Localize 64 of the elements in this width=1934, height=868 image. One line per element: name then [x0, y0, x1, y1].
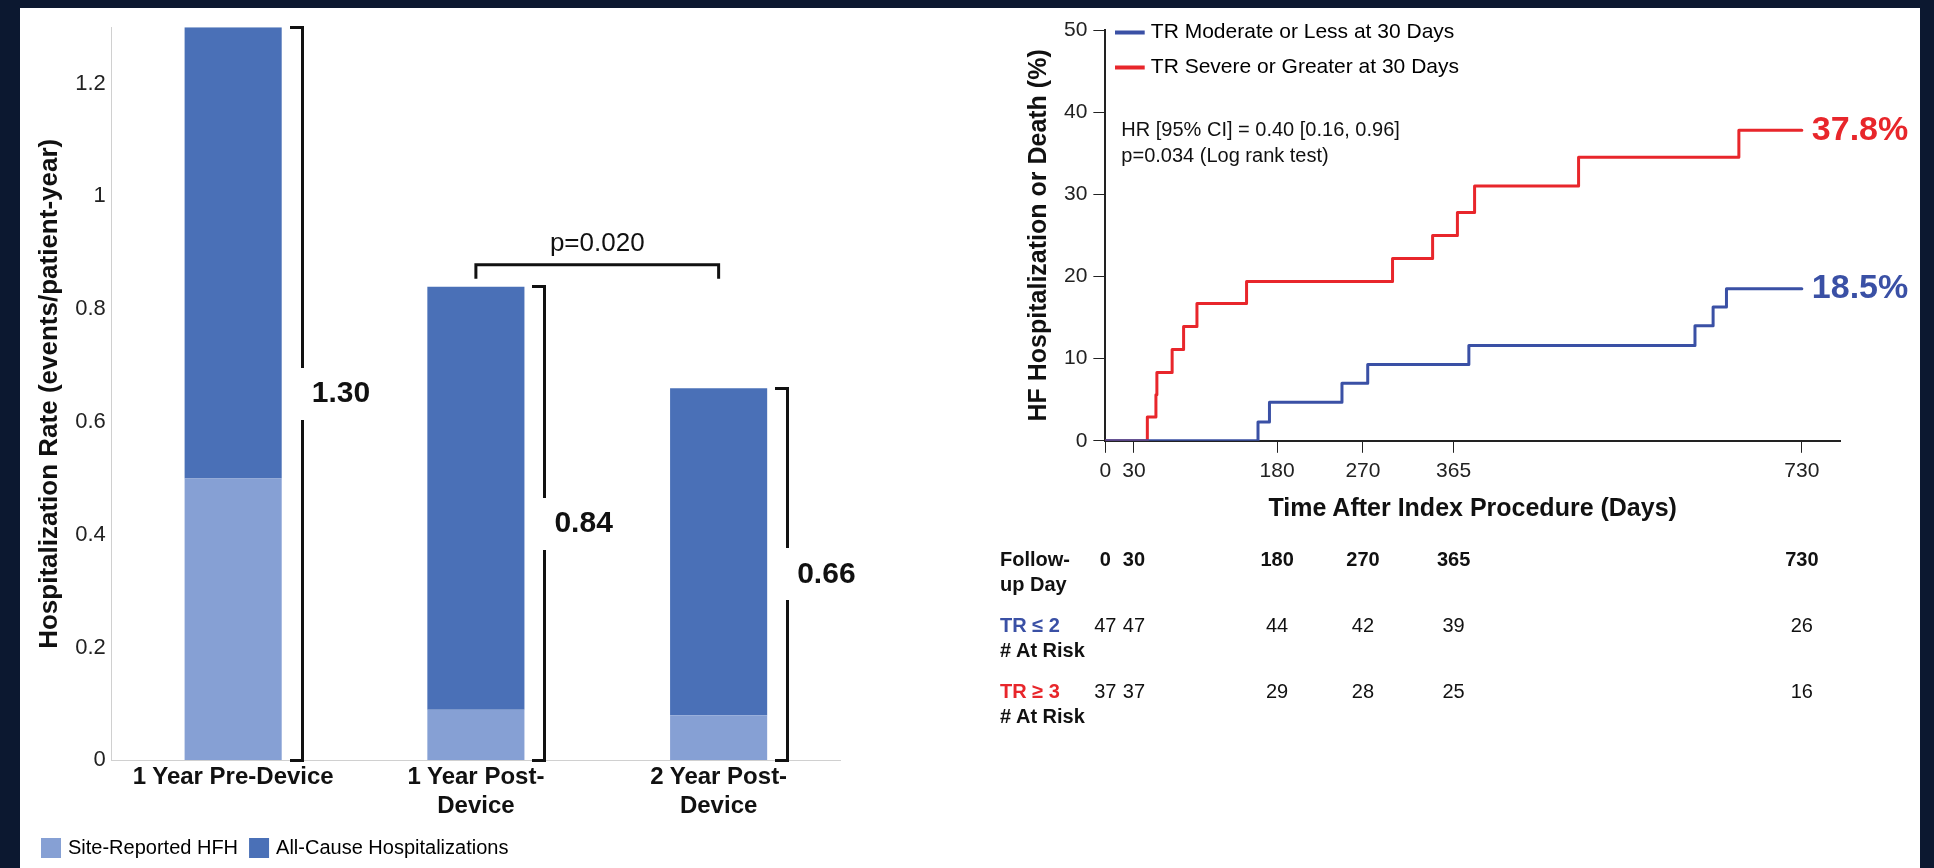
- y-tick-label: 0.4: [75, 520, 106, 546]
- legend-label: TR ≤ 2 # At Risk: [1000, 613, 1086, 661]
- x-tick-label: 270: [1345, 458, 1381, 482]
- data-label: 29: [1265, 679, 1289, 702]
- category-label: 0: [1099, 547, 1111, 570]
- data-label: 16: [1790, 679, 1813, 702]
- y-tick-label: 30: [1064, 181, 1088, 205]
- legend-label: TR Severe or Greater at 30 Days: [1150, 54, 1459, 78]
- bar: [427, 286, 525, 710]
- x-tick-label: 1 Year Post-Device: [407, 762, 545, 819]
- y-tick-label: 0.8: [75, 295, 106, 321]
- data-label: 47: [1094, 613, 1117, 636]
- y-tick-label: 20: [1064, 263, 1088, 287]
- data-label: 37.8%: [1811, 108, 1909, 147]
- y-tick-label: 10: [1064, 345, 1088, 369]
- y-tick-label: 1.2: [75, 69, 106, 95]
- text: Follow-up Day: [1000, 547, 1070, 595]
- annotation: p=0.020: [549, 226, 645, 257]
- category-label: 30: [1122, 547, 1146, 570]
- x-tick-label: 180: [1259, 458, 1295, 482]
- data-label: 37: [1122, 679, 1146, 702]
- category-label: 365: [1436, 547, 1471, 570]
- bar: [184, 27, 282, 479]
- data-label: 26: [1790, 613, 1813, 636]
- x-tick-label: 365: [1436, 458, 1472, 482]
- legend-label: Site-Reported HFH: [68, 835, 239, 858]
- category-label: 730: [1785, 547, 1819, 570]
- y-tick-label: 0.6: [75, 408, 106, 434]
- bar: [184, 478, 282, 760]
- legend-label: All-Cause Hospitalizations: [276, 835, 509, 858]
- data-label: 25: [1442, 679, 1465, 702]
- x-tick-label: 0: [1099, 458, 1112, 482]
- bar: [670, 715, 768, 760]
- total-label: 1.30: [311, 375, 371, 409]
- data-label: 47: [1122, 613, 1146, 636]
- annotation: p=0.034 (Log rank test): [1121, 143, 1329, 166]
- data-label: 42: [1351, 613, 1375, 636]
- bar: [427, 709, 525, 760]
- total-label: 0.84: [554, 504, 614, 538]
- x-tick-label: 730: [1784, 458, 1820, 482]
- category-label: 180: [1260, 547, 1294, 570]
- x-tick-label: 30: [1122, 458, 1146, 482]
- legend-label: TR Moderate or Less at 30 Days: [1150, 19, 1455, 43]
- x-tick-label: 2 Year Post-Device: [650, 762, 788, 819]
- data-label: 44: [1265, 613, 1289, 636]
- x-axis-title: Time After Index Procedure (Days): [1268, 492, 1677, 521]
- y-axis-title: HF Hospitalization or Death (%): [1022, 49, 1051, 422]
- y-tick-label: 50: [1064, 16, 1088, 40]
- data-label: 28: [1351, 679, 1375, 702]
- x-tick-label: 1 Year Pre-Device: [132, 762, 334, 790]
- data-label: 39: [1442, 613, 1465, 636]
- legend-label: TR ≥ 3 # At Risk: [1000, 679, 1086, 727]
- y-tick-label: 1: [93, 182, 106, 208]
- annotation: HR [95% CI] = 0.40 [0.16, 0.96]: [1121, 117, 1400, 140]
- y-tick-label: 0: [93, 746, 106, 772]
- bar: [670, 388, 768, 716]
- y-tick-label: 0: [1075, 427, 1088, 451]
- data-label: 37: [1094, 679, 1117, 702]
- total-label: 0.66: [797, 555, 856, 589]
- data-label: 18.5%: [1811, 267, 1909, 306]
- category-label: 270: [1346, 547, 1380, 570]
- y-tick-label: 0.2: [75, 633, 106, 659]
- y-axis-title: Hospitalization Rate (events/patient-year): [32, 138, 63, 649]
- y-tick-label: 40: [1064, 98, 1088, 122]
